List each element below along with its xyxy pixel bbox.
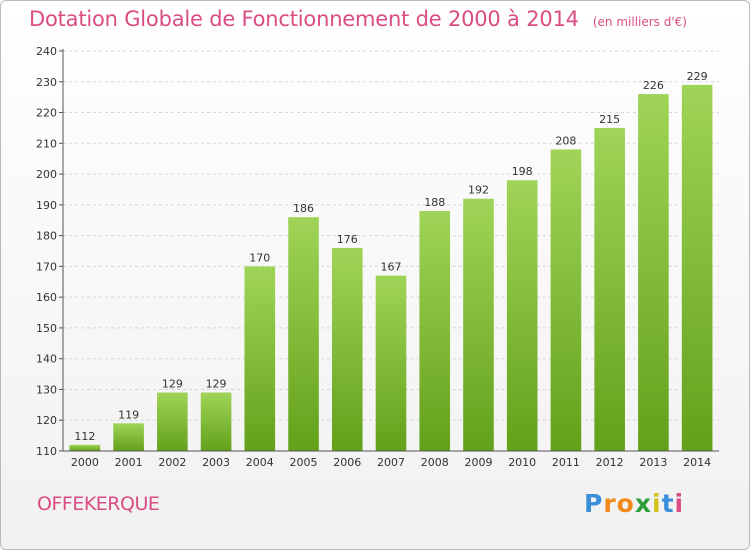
bar-value-label: 186 xyxy=(293,202,314,215)
bar xyxy=(594,127,625,451)
chart-unit: (en milliers d'€) xyxy=(592,15,687,29)
bar xyxy=(506,180,538,451)
bar xyxy=(331,247,363,451)
x-tick-label: 2014 xyxy=(683,456,711,469)
bar xyxy=(463,198,494,451)
logo-letter: i xyxy=(652,489,662,518)
bar-value-label: 226 xyxy=(643,79,664,92)
x-tick-label: 2008 xyxy=(421,456,449,469)
x-tick-label: 2011 xyxy=(552,456,580,469)
x-tick-label: 2004 xyxy=(246,456,274,469)
bar xyxy=(681,84,713,451)
bar xyxy=(69,444,101,451)
bar xyxy=(157,392,188,451)
commune-name: OFFEKERQUE xyxy=(37,493,160,515)
bar-value-label: 129 xyxy=(206,378,227,391)
bar-value-label: 119 xyxy=(118,408,139,421)
x-tick-label: 2001 xyxy=(115,456,143,469)
logo-letter: o xyxy=(616,489,635,518)
bar-value-label: 208 xyxy=(555,134,576,147)
logo-letter: P xyxy=(584,489,604,518)
bar-value-label: 129 xyxy=(162,378,183,391)
bar-value-label: 167 xyxy=(381,261,402,274)
y-tick-label: 110 xyxy=(36,445,57,458)
x-tick-label: 2012 xyxy=(596,456,624,469)
y-tick-label: 200 xyxy=(36,168,57,181)
bar-value-label: 198 xyxy=(512,165,533,178)
y-tick-label: 240 xyxy=(36,45,57,58)
bar-value-label: 229 xyxy=(687,70,708,83)
bar-value-label: 170 xyxy=(249,251,270,264)
logo-letter: i xyxy=(674,489,685,518)
x-tick-label: 2009 xyxy=(464,456,492,469)
y-tick-label: 140 xyxy=(36,353,57,366)
bar xyxy=(288,217,319,451)
bar xyxy=(200,392,232,451)
y-tick-label: 210 xyxy=(36,137,57,150)
y-tick-label: 130 xyxy=(36,383,57,396)
logo-letter: t xyxy=(661,489,675,518)
bar-value-label: 215 xyxy=(599,113,620,126)
bar-value-label: 112 xyxy=(74,430,95,443)
y-tick-label: 150 xyxy=(36,322,57,335)
bar xyxy=(113,423,144,451)
x-tick-label: 2007 xyxy=(377,456,405,469)
y-tick-label: 170 xyxy=(36,260,57,273)
x-tick-label: 2013 xyxy=(639,456,667,469)
y-tick-label: 180 xyxy=(36,230,57,243)
bar xyxy=(419,211,451,451)
bar-value-label: 192 xyxy=(468,184,489,197)
bar-value-label: 176 xyxy=(337,233,358,246)
y-tick-label: 190 xyxy=(36,199,57,212)
bar xyxy=(375,275,407,451)
x-tick-label: 2005 xyxy=(290,456,318,469)
y-tick-label: 120 xyxy=(36,414,57,427)
bar xyxy=(244,266,276,451)
bar xyxy=(550,149,582,451)
y-tick-label: 220 xyxy=(36,107,57,120)
bar xyxy=(638,94,669,452)
logo-letter: x xyxy=(634,489,652,518)
proxiti-logo: Proxiti xyxy=(584,489,684,518)
x-tick-label: 2002 xyxy=(158,456,186,469)
chart-title-text: Dotation Globale de Fonctionnement de 20… xyxy=(29,7,579,31)
y-tick-label: 160 xyxy=(36,291,57,304)
bar-value-label: 188 xyxy=(424,196,445,209)
x-tick-label: 2010 xyxy=(508,456,536,469)
chart-title: Dotation Globale de Fonctionnement de 20… xyxy=(29,7,687,31)
x-tick-label: 2000 xyxy=(71,456,99,469)
logo-letter: r xyxy=(603,489,617,518)
y-tick-label: 230 xyxy=(36,76,57,89)
x-tick-label: 2006 xyxy=(333,456,361,469)
x-tick-label: 2003 xyxy=(202,456,230,469)
